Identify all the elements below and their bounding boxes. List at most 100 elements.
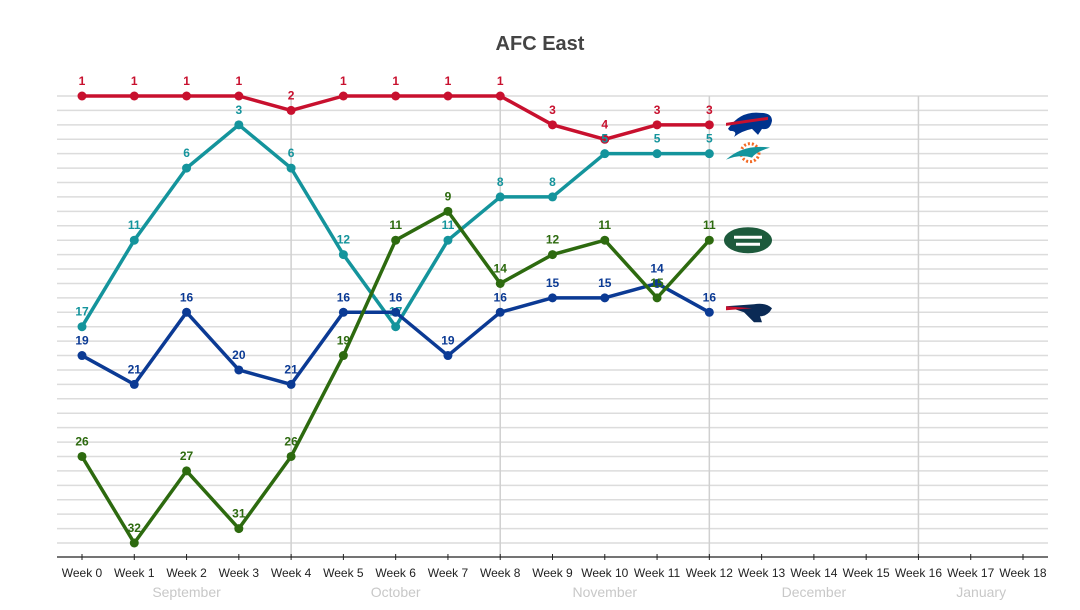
month-label: January [956, 584, 1006, 600]
data-point [443, 206, 453, 216]
data-label: 3 [235, 103, 242, 117]
data-point [77, 322, 87, 332]
data-point [391, 322, 401, 332]
data-label: 16 [389, 290, 403, 304]
data-label: 3 [706, 103, 713, 117]
series-layer: 1111211113433171163612171188555192116202… [75, 74, 716, 548]
data-label: 3 [654, 103, 661, 117]
x-tick-label: Week 17 [947, 566, 994, 580]
data-point [234, 524, 244, 534]
data-point [652, 278, 662, 288]
bills-body [728, 112, 772, 137]
data-label: 6 [183, 146, 190, 160]
dolphins-body [726, 146, 770, 160]
data-point [704, 120, 714, 130]
data-label: 21 [128, 362, 142, 376]
data-label: 19 [75, 334, 89, 348]
data-point [443, 235, 453, 245]
data-point [600, 134, 610, 144]
series-line [80, 209, 711, 545]
data-label: 12 [546, 233, 560, 247]
data-label: 21 [284, 362, 298, 376]
data-point [704, 149, 714, 159]
data-label: 8 [497, 175, 504, 189]
data-point [391, 91, 401, 101]
data-label: 9 [445, 189, 452, 203]
x-tick-label: Week 2 [166, 566, 207, 580]
data-label: 1 [445, 74, 452, 88]
data-label: 1 [235, 74, 242, 88]
data-label: 5 [706, 132, 713, 146]
data-label: 15 [650, 276, 664, 290]
data-label: 6 [288, 146, 295, 160]
data-point [443, 351, 453, 361]
month-label: December [782, 584, 847, 600]
data-label: 17 [75, 305, 89, 319]
data-label: 16 [703, 290, 717, 304]
data-label: 5 [654, 132, 661, 146]
data-point [495, 307, 505, 317]
data-point [704, 307, 714, 317]
data-point [77, 451, 87, 461]
data-point [443, 91, 453, 101]
data-label: 11 [598, 218, 611, 232]
jets-ball [724, 227, 772, 254]
data-label: 26 [75, 434, 89, 448]
series-line-group: 171163612171188555 [75, 103, 714, 332]
patriots-flag [726, 306, 752, 311]
x-tick-label: Week 10 [581, 566, 628, 580]
data-point [495, 91, 505, 101]
x-tick-label: Week 9 [532, 566, 573, 580]
patriots-logo-icon [726, 303, 772, 323]
data-label: 16 [494, 290, 508, 304]
data-point [652, 120, 662, 130]
x-tick-label: Week 7 [428, 566, 469, 580]
x-tick-label: Week 0 [62, 566, 103, 580]
x-tick-label: Week 18 [999, 566, 1046, 580]
data-point [286, 451, 296, 461]
data-point [129, 235, 139, 245]
data-point [77, 91, 87, 101]
x-tick-label: Week 6 [375, 566, 416, 580]
data-label: 1 [183, 74, 190, 88]
data-point [338, 250, 348, 260]
data-point [704, 235, 714, 245]
data-point [77, 351, 87, 361]
x-tick-label: Week 11 [634, 566, 681, 580]
data-label: 1 [497, 74, 504, 88]
month-label: September [152, 584, 221, 600]
data-point [129, 91, 139, 101]
data-point [129, 379, 139, 389]
team-logos [724, 112, 772, 323]
data-point [182, 466, 192, 476]
x-tick-label: Week 13 [738, 566, 785, 580]
series-line-group: 1 1 1 1 2 1 1 1 1 3 4 3 3 [77, 74, 714, 144]
data-label: 15 [598, 276, 612, 290]
data-label: 11 [128, 218, 141, 232]
data-point [338, 351, 348, 361]
data-point [182, 307, 192, 317]
jets-lettering [734, 235, 762, 246]
x-tick-label: Week 16 [895, 566, 942, 580]
data-label: 19 [337, 334, 351, 348]
data-point [652, 293, 662, 303]
data-label: 19 [441, 334, 455, 348]
data-label: 1 [131, 74, 138, 88]
data-point [391, 235, 401, 245]
data-label: 15 [546, 276, 560, 290]
data-point [182, 163, 192, 173]
x-tick-label: Week 1 [114, 566, 155, 580]
data-point [234, 91, 244, 101]
data-label: 11 [442, 218, 455, 232]
data-point [286, 163, 296, 173]
data-label: 16 [180, 290, 194, 304]
data-point [600, 149, 610, 159]
data-point [129, 538, 139, 548]
grid [57, 95, 1048, 557]
x-axis: Week 0 Week 1 Week 2 Week 3 Week 4 Week 5 Week… [57, 554, 1048, 600]
data-label: 12 [337, 233, 351, 247]
data-point [600, 235, 610, 245]
data-label: 14 [650, 261, 664, 275]
data-point [391, 307, 401, 317]
